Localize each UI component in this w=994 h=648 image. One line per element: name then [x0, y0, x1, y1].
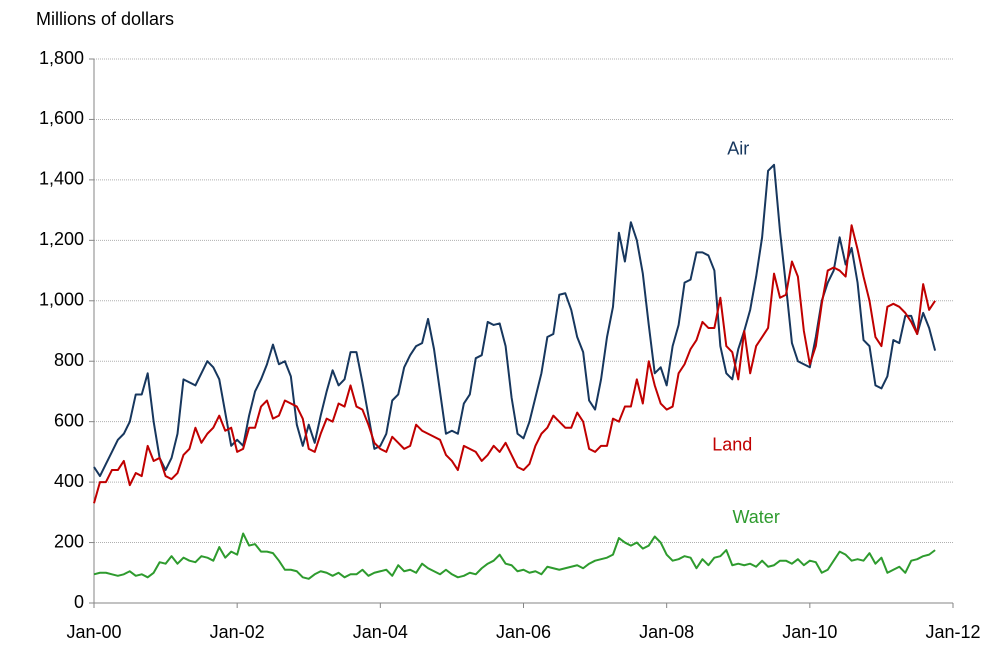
series-label: Land [712, 435, 752, 455]
y-tick-label: 1,200 [39, 229, 84, 249]
y-axis-label: Millions of dollars [36, 9, 174, 29]
y-tick-label: 800 [54, 350, 84, 370]
line-series [93, 163, 937, 478]
x-tick-label: Jan-06 [496, 622, 551, 642]
x-tick-label: Jan-08 [639, 622, 694, 642]
line-series [93, 532, 936, 580]
x-tick-label: Jan-10 [782, 622, 837, 642]
x-tick-label: Jan-12 [925, 622, 980, 642]
y-tick-label: 600 [54, 410, 84, 430]
x-tick-label: Jan-02 [210, 622, 265, 642]
series-label: Water [732, 507, 779, 527]
x-tick-label: Jan-04 [353, 622, 408, 642]
y-tick-label: 1,800 [39, 48, 84, 68]
y-tick-label: 200 [54, 531, 84, 551]
y-tick-label: 0 [74, 592, 84, 612]
x-tick-label: Jan-00 [66, 622, 121, 642]
series-label: Air [727, 138, 749, 158]
y-tick-label: 1,400 [39, 169, 84, 189]
y-tick-label: 400 [54, 471, 84, 491]
line-series [93, 224, 936, 504]
y-tick-label: 1,000 [39, 290, 84, 310]
y-tick-label: 1,600 [39, 108, 84, 128]
